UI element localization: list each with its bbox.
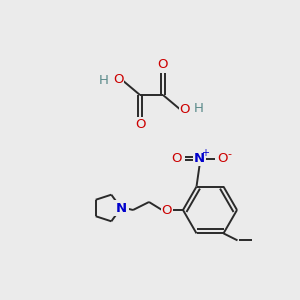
Text: O: O — [217, 152, 228, 165]
Text: -: - — [227, 148, 232, 159]
Text: O: O — [162, 203, 172, 217]
Text: O: O — [180, 103, 190, 116]
Text: O: O — [135, 118, 145, 131]
Text: H: H — [194, 102, 204, 115]
Text: H: H — [99, 74, 109, 87]
Text: N: N — [116, 202, 127, 214]
Text: N: N — [194, 152, 205, 165]
Text: O: O — [113, 74, 123, 86]
Text: O: O — [158, 58, 168, 71]
Text: +: + — [202, 148, 209, 158]
Text: O: O — [171, 152, 182, 165]
Text: N: N — [116, 202, 128, 214]
